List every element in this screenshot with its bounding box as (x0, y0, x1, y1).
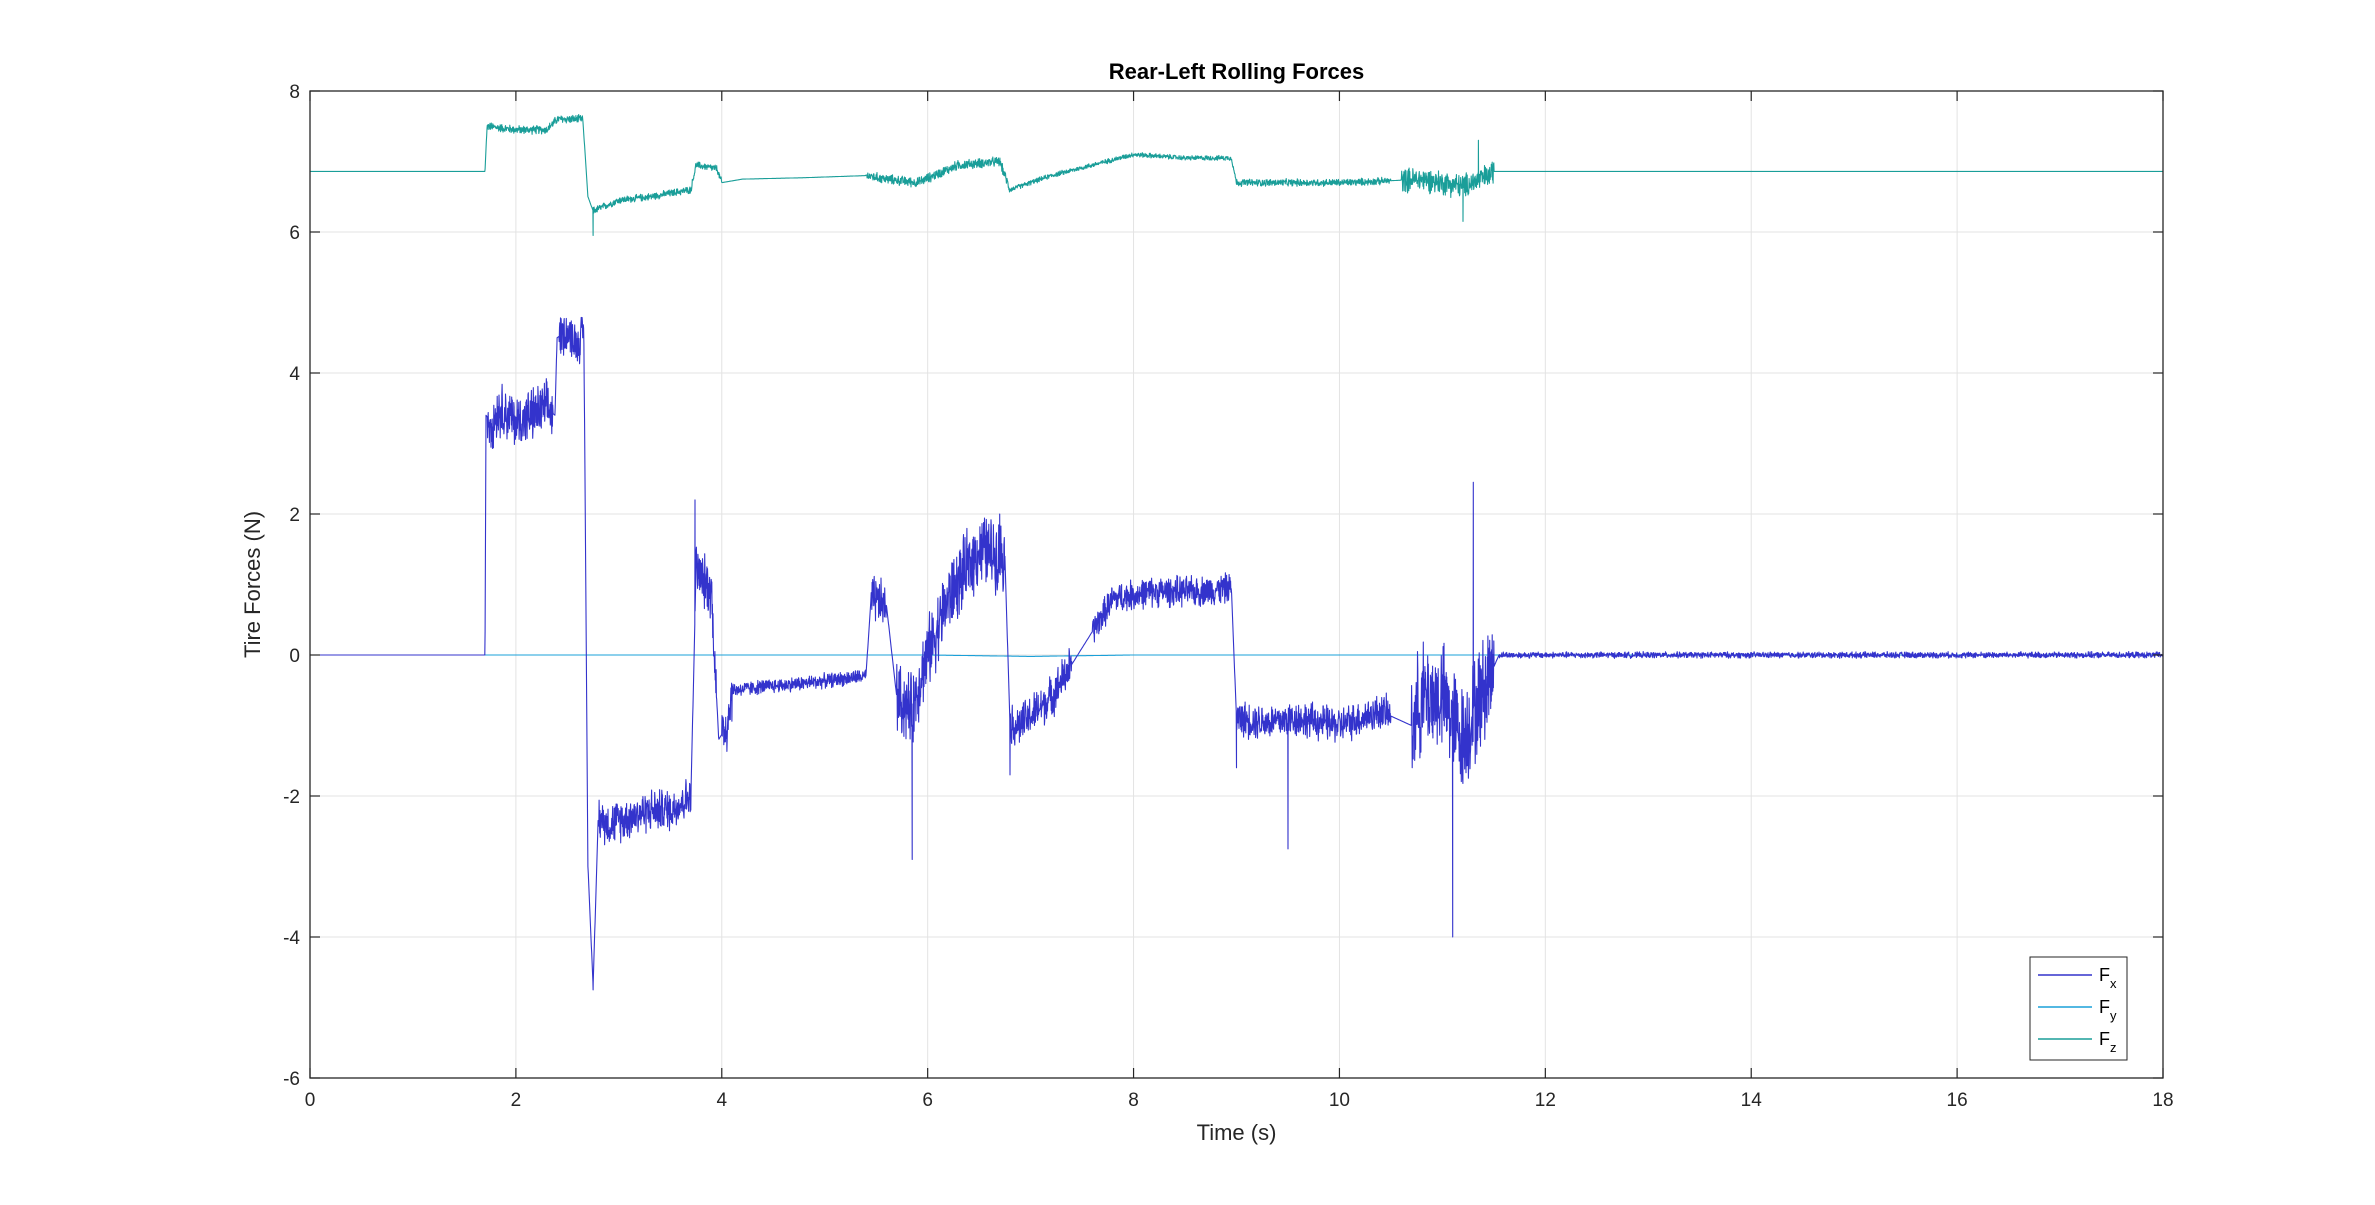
y-tick-label: 8 (289, 82, 300, 103)
legend-label: Fy (2099, 997, 2117, 1023)
y-tick-label: 0 (289, 646, 300, 667)
x-tick-label: 16 (1947, 1090, 1968, 1111)
x-axis-label: Time (s) (1197, 1120, 1277, 1145)
y-tick-label: 2 (289, 505, 300, 526)
chart-title: Rear-Left Rolling Forces (1109, 59, 1364, 84)
series-line-z (309, 113, 2164, 237)
axes-box (309, 90, 2164, 1079)
legend-label: Fx (2099, 965, 2117, 991)
y-tick-label: -6 (283, 1069, 300, 1090)
x-tick-label: 14 (1741, 1090, 1763, 1111)
legend: Fx Fy Fz (2029, 956, 2128, 1061)
legend-box (2029, 956, 2128, 1061)
y-axis-label: Tire Forces (N) (240, 511, 265, 658)
plot-area (309, 113, 2164, 991)
series-line-x (309, 316, 2164, 991)
x-tick-label: 8 (1128, 1090, 1139, 1111)
y-tick-label: -2 (283, 787, 300, 808)
axis-ticks: 0 2 4 6 8 10 12 14 16 18 -6 -4 -2 0 2 4 6 8 (283, 82, 2173, 1111)
x-tick-label: 18 (2152, 1090, 2173, 1111)
x-tick-label: 2 (511, 1090, 522, 1111)
x-tick-label: 12 (1535, 1090, 1556, 1111)
x-tick-label: 0 (305, 1090, 316, 1111)
y-tick-label: 4 (289, 364, 300, 385)
x-tick-label: 4 (716, 1090, 727, 1111)
legend-label: Fz (2099, 1029, 2117, 1055)
x-tick-label: 10 (1329, 1090, 1350, 1111)
y-tick-label: 6 (289, 223, 300, 244)
y-tick-label: -4 (283, 928, 300, 949)
x-tick-label: 6 (922, 1090, 933, 1111)
